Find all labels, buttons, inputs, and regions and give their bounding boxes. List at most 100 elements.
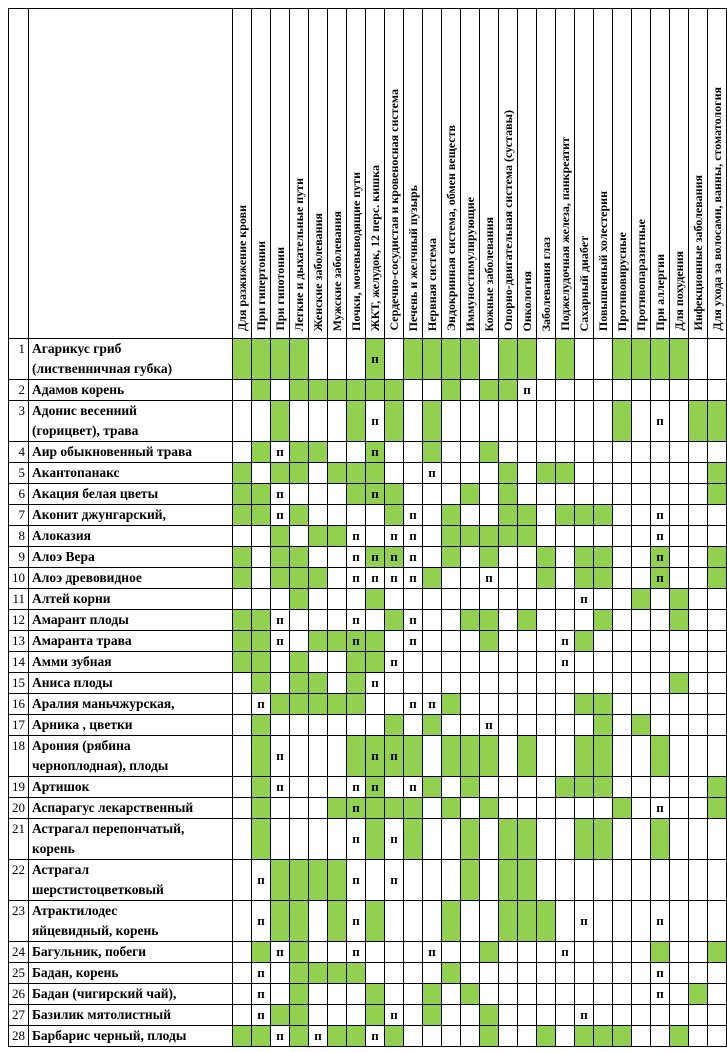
matrix-cell-empty [232, 797, 252, 819]
matrix-cell-empty [631, 693, 651, 715]
matrix-cell-empty [517, 441, 537, 463]
matrix-cell-empty [517, 1025, 537, 1047]
row-label: Адонис весенний (горицвет), трава [28, 400, 233, 442]
matrix-cell-empty [327, 1004, 347, 1026]
matrix-cell-empty [688, 672, 708, 694]
matrix-cell-empty [555, 400, 575, 442]
matrix-cell-empty [574, 714, 594, 736]
row-label: Акантопанакс [28, 462, 233, 484]
matrix-cell-empty [422, 588, 442, 610]
row-label: Аконит джунгарский, [28, 504, 233, 526]
matrix-cell-empty [289, 400, 309, 442]
matrix-cell-empty [403, 462, 423, 484]
matrix-cell-filled-marker: п [365, 338, 385, 380]
matrix-cell-filled [327, 462, 347, 484]
matrix-cell-marker: п [650, 400, 670, 442]
matrix-cell-filled [593, 609, 613, 631]
matrix-cell-empty [460, 462, 480, 484]
matrix-cell-filled [441, 962, 461, 984]
matrix-cell-empty [669, 567, 689, 589]
matrix-cell-empty [327, 441, 347, 463]
matrix-cell-empty [688, 714, 708, 736]
matrix-cell-filled [574, 630, 594, 652]
matrix-cell-filled [251, 672, 271, 694]
row-label: Алоэ древовидное [28, 567, 233, 589]
matrix-cell-marker: п [403, 609, 423, 631]
column-header-label: Женские заболевания [311, 212, 325, 331]
matrix-cell-marker: п [346, 941, 366, 963]
matrix-cell-empty [346, 1004, 366, 1026]
matrix-cell-filled [289, 1004, 309, 1026]
matrix-cell-filled [479, 441, 499, 463]
matrix-cell-empty [384, 338, 404, 380]
matrix-cell-empty [593, 672, 613, 694]
matrix-cell-empty [517, 714, 537, 736]
corner-cell-number-column [8, 8, 29, 339]
matrix-cell-empty [403, 962, 423, 984]
matrix-cell-empty [422, 900, 442, 942]
matrix-cell-filled-marker: п [346, 797, 366, 819]
matrix-cell-filled [555, 504, 575, 526]
row-label: Атрактилодес яйцевидный, корень [28, 900, 233, 942]
table-row: 22 Астрагал шерстистоцветковый п п п [8, 859, 727, 901]
matrix-cell-empty [346, 983, 366, 1005]
matrix-cell-empty [669, 379, 689, 401]
matrix-cell-empty [631, 546, 651, 568]
matrix-cell-filled [289, 941, 309, 963]
table-row: 20 Аспарагус лекарственный п п [8, 797, 727, 819]
matrix-cell-filled [270, 693, 290, 715]
matrix-cell-filled [479, 797, 499, 819]
matrix-cell-marker: п [270, 1025, 290, 1047]
matrix-cell-empty [365, 962, 385, 984]
matrix-cell-empty [441, 609, 461, 631]
matrix-cell-marker: п [346, 776, 366, 798]
matrix-cell-marker: п [270, 441, 290, 463]
column-header: Поджелудочная железа, панкреатит [555, 8, 575, 339]
matrix-cell-filled [232, 609, 252, 631]
matrix-cell-filled [270, 859, 290, 901]
matrix-cell-empty [498, 567, 518, 589]
matrix-cell-empty [688, 1025, 708, 1047]
matrix-cell-empty [422, 379, 442, 401]
matrix-cell-filled [251, 714, 271, 736]
matrix-cell-filled [441, 693, 461, 715]
column-header: Заболевания глаз [536, 8, 556, 339]
matrix-cell-empty [574, 441, 594, 463]
matrix-cell-empty [707, 962, 727, 984]
table-row: 15 Аниса плоды п [8, 672, 727, 694]
matrix-cell-empty [460, 588, 480, 610]
matrix-cell-filled [289, 567, 309, 589]
matrix-cell-filled [479, 1025, 499, 1047]
matrix-cell-empty [631, 630, 651, 652]
matrix-cell-filled [688, 400, 708, 442]
column-header: При гипертонии [251, 8, 271, 339]
column-header: Эндокринная система, обмен веществ [441, 8, 461, 339]
matrix-cell-empty [327, 672, 347, 694]
table-row: 8 Алоказия п п п п [8, 525, 727, 547]
matrix-cell-empty [593, 859, 613, 901]
matrix-cell-filled-marker: п [384, 735, 404, 777]
column-header: Сахарный диабет [574, 8, 594, 339]
matrix-cell-empty [270, 818, 290, 860]
matrix-cell-empty [593, 941, 613, 963]
matrix-cell-marker: п [403, 567, 423, 589]
matrix-cell-empty [688, 609, 708, 631]
matrix-cell-filled [479, 379, 499, 401]
matrix-cell-filled [574, 776, 594, 798]
matrix-cell-marker: п [650, 983, 670, 1005]
matrix-cell-empty [441, 672, 461, 694]
matrix-cell-empty [403, 441, 423, 463]
matrix-cell-empty [536, 525, 556, 547]
matrix-cell-empty [707, 818, 727, 860]
row-number: 13 [8, 630, 29, 652]
matrix-cell-empty [308, 941, 328, 963]
matrix-cell-empty [555, 1025, 575, 1047]
matrix-cell-empty [593, 651, 613, 673]
matrix-cell-empty [612, 441, 632, 463]
matrix-cell-marker: п [574, 1004, 594, 1026]
matrix-cell-empty [707, 983, 727, 1005]
matrix-cell-empty [517, 567, 537, 589]
matrix-cell-filled [346, 651, 366, 673]
matrix-cell-empty [422, 672, 442, 694]
matrix-cell-marker: п [650, 962, 670, 984]
